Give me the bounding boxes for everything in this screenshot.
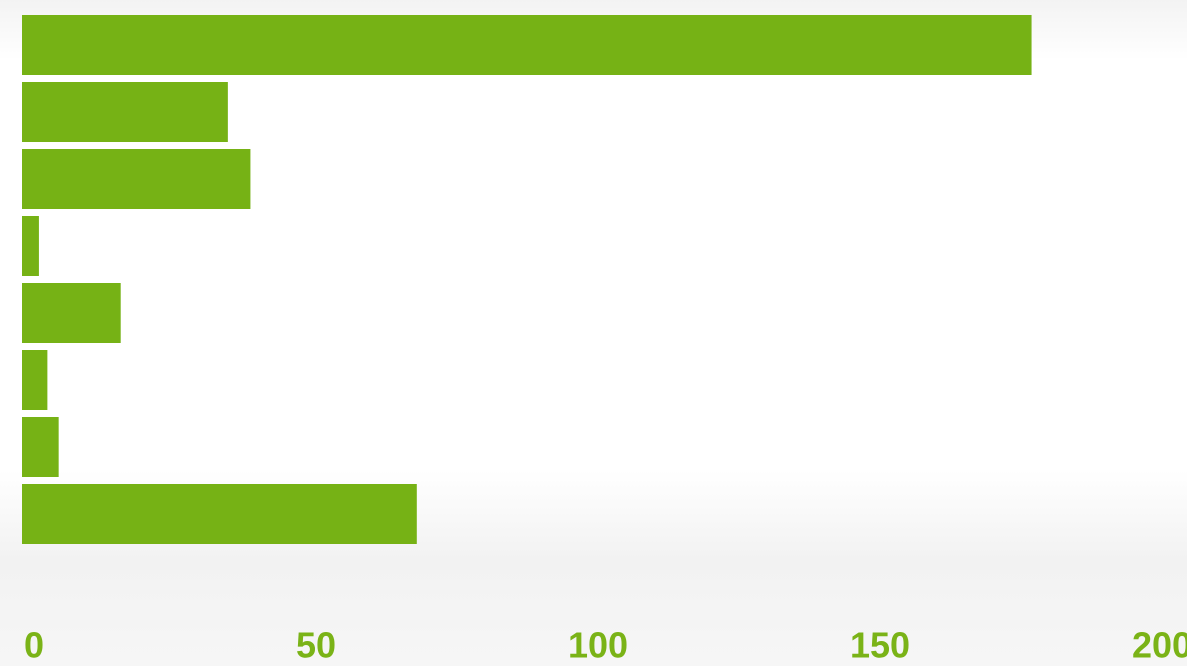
- bar: [22, 417, 59, 477]
- x-tick-label: 100: [568, 625, 628, 666]
- x-tick-label: 0: [24, 625, 44, 666]
- bar: [22, 350, 48, 410]
- x-tick-label: 200: [1132, 625, 1187, 666]
- bar: [22, 82, 228, 142]
- bar: [22, 216, 39, 276]
- x-tick-label: 150: [850, 625, 910, 666]
- bar: [22, 484, 417, 544]
- bar: [22, 149, 251, 209]
- bar: [22, 283, 121, 343]
- bar: [22, 15, 1032, 75]
- x-tick-label: 50: [296, 625, 336, 666]
